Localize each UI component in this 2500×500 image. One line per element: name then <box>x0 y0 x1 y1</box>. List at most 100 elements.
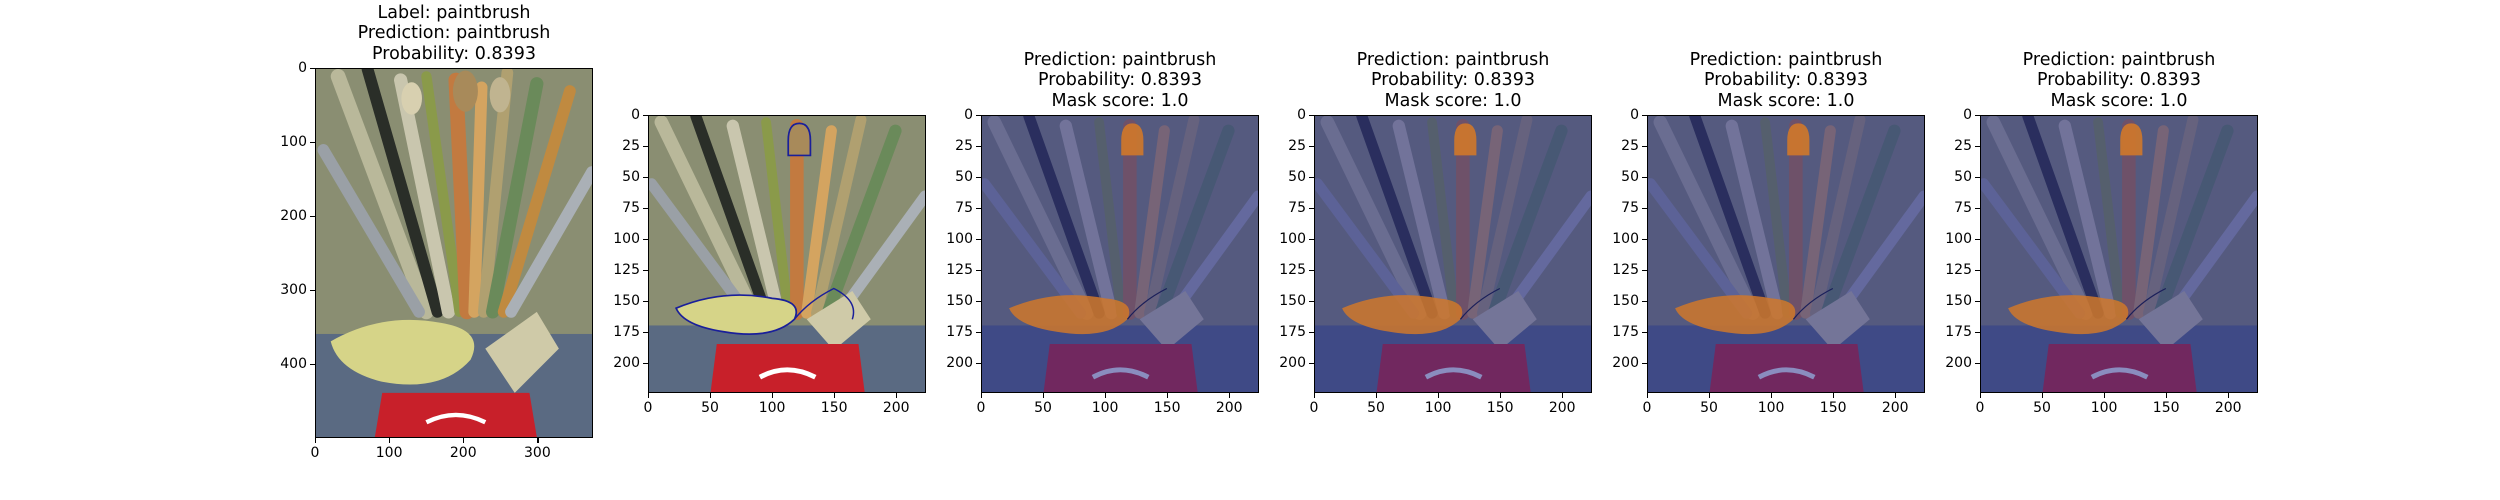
image-frame <box>1647 115 1925 393</box>
y-tick-label: 75 <box>1954 200 1972 217</box>
y-tick-label: 75 <box>955 200 973 217</box>
x-tick-mark <box>1167 393 1169 398</box>
y-tick-mark <box>976 332 981 334</box>
y-tick-mark <box>310 290 315 292</box>
x-tick-mark <box>648 393 650 398</box>
y-tick-label: 150 <box>946 293 973 310</box>
x-tick-label: 50 <box>1700 400 1718 416</box>
x-tick-mark <box>1229 393 1231 398</box>
y-tick-label: 75 <box>1288 200 1306 217</box>
x-tick-label: 200 <box>1215 400 1243 416</box>
x-tick-label: 50 <box>1367 400 1385 416</box>
y-tick-mark <box>1642 363 1647 365</box>
x-tick-mark <box>1500 393 1502 398</box>
x-tick-label: 200 <box>2214 400 2242 416</box>
y-tick-label: 200 <box>280 208 307 224</box>
y-tick-mark <box>643 115 648 117</box>
panel-original: Label: paintbrush Prediction: paintbrush… <box>280 3 593 461</box>
y-tick-mark <box>1309 208 1314 210</box>
y-tick-mark <box>1309 363 1314 365</box>
x-tick-mark <box>1647 393 1649 398</box>
panel-title: Prediction: paintbrush Probability: 0.83… <box>1023 49 1217 111</box>
x-tick-label: 0 <box>1975 400 1985 416</box>
y-tick-mark <box>976 146 981 148</box>
y-tick-mark <box>1975 146 1980 148</box>
x-tick-mark <box>537 438 539 443</box>
y-tick-label: 50 <box>1621 169 1639 186</box>
y-tick-mark <box>1309 177 1314 179</box>
y-tick-label: 125 <box>1945 262 1972 279</box>
y-tick-label: 150 <box>1279 293 1306 310</box>
y-tick-label: 175 <box>613 324 640 341</box>
x-tick-label: 200 <box>882 400 910 416</box>
x-tick-mark <box>710 393 712 398</box>
x-tick-mark <box>1105 393 1107 398</box>
y-tick-mark <box>310 364 315 366</box>
y-tick-mark <box>643 239 648 241</box>
y-tick-label: 25 <box>955 138 973 155</box>
x-tick-mark <box>463 438 465 443</box>
x-tick-label: 100 <box>758 400 786 416</box>
y-tick-mark <box>643 301 648 303</box>
panel-overlay-4: Prediction: paintbrush Probability: 0.83… <box>1945 50 2258 416</box>
y-tick-mark <box>1975 332 1980 334</box>
y-tick-label: 400 <box>280 356 307 372</box>
paintbrush-photo-with-mask-contour <box>649 116 925 392</box>
y-tick-label: 25 <box>1621 138 1639 155</box>
x-tick-mark <box>1043 393 1045 398</box>
y-tick-label: 0 <box>298 60 307 76</box>
y-tick-mark <box>1642 270 1647 272</box>
y-tick-label: 50 <box>622 169 640 186</box>
y-tick-mark <box>976 301 981 303</box>
y-tick-label: 150 <box>1612 293 1639 310</box>
y-tick-label: 200 <box>1612 355 1639 372</box>
image-frame <box>981 115 1259 393</box>
y-tick-label: 175 <box>1279 324 1306 341</box>
paintbrush-photo-with-mask-overlay <box>1315 116 1591 392</box>
x-tick-mark <box>315 438 317 443</box>
y-tick-mark <box>1975 239 1980 241</box>
y-tick-mark <box>976 177 981 179</box>
y-tick-mark <box>1309 239 1314 241</box>
x-tick-label: 0 <box>976 400 986 416</box>
x-tick-label: 50 <box>2033 400 2051 416</box>
y-tick-label: 125 <box>1279 262 1306 279</box>
y-tick-label: 100 <box>1279 231 1306 248</box>
y-tick-label: 50 <box>1288 169 1306 186</box>
y-tick-label: 175 <box>946 324 973 341</box>
x-tick-mark <box>1709 393 1711 398</box>
y-tick-mark <box>976 208 981 210</box>
image-frame <box>1314 115 1592 393</box>
x-tick-mark <box>1438 393 1440 398</box>
panel-title: Prediction: paintbrush Probability: 0.83… <box>1356 49 1550 111</box>
x-tick-label: 300 <box>524 445 551 461</box>
x-tick-label: 200 <box>449 445 477 461</box>
y-tick-mark <box>976 363 981 365</box>
x-tick-mark <box>896 393 898 398</box>
x-tick-mark <box>2166 393 2168 398</box>
y-tick-mark <box>1642 239 1647 241</box>
x-tick-mark <box>981 393 983 398</box>
paintbrush-photo-with-mask-overlay <box>1648 116 1924 392</box>
y-tick-mark <box>643 177 648 179</box>
y-tick-label: 200 <box>1279 355 1306 372</box>
y-tick-label: 75 <box>622 200 640 217</box>
y-tick-label: 0 <box>1297 107 1306 123</box>
y-tick-mark <box>310 68 315 70</box>
paintbrush-photo-with-mask-overlay <box>982 116 1258 392</box>
x-tick-label: 100 <box>375 445 403 461</box>
y-tick-mark <box>1309 301 1314 303</box>
y-tick-label: 100 <box>1945 231 1972 248</box>
x-tick-mark <box>1376 393 1378 398</box>
x-tick-label: 100 <box>1424 400 1452 416</box>
y-tick-label: 100 <box>1612 231 1639 248</box>
y-tick-label: 200 <box>1945 355 1972 372</box>
y-tick-mark <box>1975 301 1980 303</box>
x-tick-label: 0 <box>1642 400 1652 416</box>
y-tick-label: 100 <box>613 231 640 248</box>
x-tick-label: 0 <box>310 445 320 461</box>
x-tick-label: 100 <box>1757 400 1785 416</box>
y-tick-mark <box>643 363 648 365</box>
y-tick-mark <box>1642 332 1647 334</box>
x-tick-label: 100 <box>2090 400 2118 416</box>
